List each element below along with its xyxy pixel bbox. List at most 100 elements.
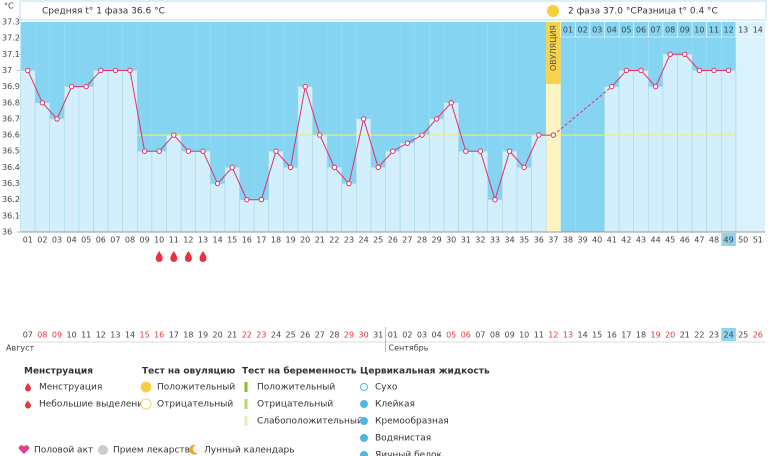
cycle-day-label: 29 — [432, 236, 442, 245]
temperature-point — [433, 116, 440, 122]
bar — [618, 70, 634, 233]
temperature-point — [273, 148, 279, 154]
ovulation-column-top — [546, 22, 561, 84]
unit: °C — [4, 2, 14, 11]
temperature-point — [725, 67, 732, 74]
bar — [151, 150, 167, 233]
phase2-day-label: 02 — [578, 26, 588, 35]
date-label: 23 — [256, 331, 266, 340]
date-label: 09 — [505, 331, 515, 340]
temperature-point — [492, 196, 498, 203]
cycle-day-label: 33 — [490, 236, 500, 245]
legend-icon — [140, 398, 152, 410]
cycle-day-label: 01 — [23, 236, 33, 245]
cycle-day-label: 09 — [140, 236, 150, 245]
temperature-point — [346, 180, 352, 187]
bar — [487, 199, 503, 233]
bar — [720, 70, 737, 233]
date-label: 15 — [592, 331, 602, 340]
date-label: 10 — [519, 331, 529, 340]
legend-icon — [98, 445, 108, 455]
bar — [64, 86, 80, 233]
cycle-day-label: 08 — [125, 236, 135, 245]
cycle-day-label: 40 — [592, 236, 602, 245]
temperature-point — [68, 83, 75, 90]
cycle-day-label: 38 — [563, 236, 573, 245]
date-label: 29 — [344, 331, 354, 340]
y-tick-label: 37 — [2, 66, 12, 75]
legend-item: Отрицательный — [157, 400, 233, 410]
cycle-day-label: 20 — [300, 236, 310, 245]
phase2-day-label: 03 — [592, 26, 602, 35]
cycle-day-label: 03 — [52, 236, 62, 245]
legend-item: Водянистая — [375, 434, 431, 444]
y-tick-label: 37.2 — [2, 34, 20, 43]
temperature-point — [54, 116, 60, 122]
date-label: 24 — [724, 331, 734, 340]
date-label: 13 — [563, 331, 573, 340]
legend-icon — [18, 445, 30, 454]
bar — [443, 102, 459, 233]
temperature-point — [711, 67, 717, 74]
cycle-day-label: 24 — [359, 236, 369, 245]
temperature-point — [39, 100, 46, 106]
cycle-day-label: 36 — [534, 236, 544, 245]
date-label: 11 — [534, 331, 544, 340]
header-bar — [19, 0, 767, 21]
bar — [239, 199, 255, 233]
date-label: 08 — [37, 331, 47, 340]
legend-item: Положительный — [257, 383, 335, 393]
date-label: 11 — [81, 331, 91, 340]
temperature-point — [317, 132, 323, 138]
cycle-day-label: 14 — [213, 236, 223, 245]
phase2-day-label: 14 — [753, 26, 763, 35]
date-label: 06 — [461, 331, 471, 340]
date-label: 31 — [373, 331, 383, 340]
temperature-point — [156, 148, 162, 154]
phase2-day-label: 01 — [563, 26, 573, 35]
ovulation-icon — [547, 5, 559, 17]
today-day-highlight — [721, 233, 736, 246]
date-label: 20 — [665, 331, 675, 340]
bar — [268, 150, 284, 233]
date-label: 12 — [548, 331, 558, 340]
legend-item: Клейкая — [375, 400, 415, 410]
bar — [706, 70, 722, 233]
bar — [122, 70, 138, 233]
cycle-day-label: 28 — [417, 236, 427, 245]
date-label: 14 — [125, 331, 135, 340]
temperature-point — [171, 132, 177, 138]
legend-icon — [244, 399, 248, 409]
cycle-day-label: 10 — [154, 236, 164, 245]
legend-item: Небольшие выделения — [39, 400, 149, 410]
y-tick-label: 36.4 — [2, 163, 20, 172]
legend-icon — [244, 416, 248, 426]
y-tick-label: 37.1 — [2, 50, 20, 59]
phase2-day-label: 06 — [636, 26, 646, 35]
bar — [472, 150, 489, 233]
bar — [647, 86, 664, 233]
cycle-day-label: 06 — [96, 236, 106, 245]
cycle-day-label: 22 — [329, 236, 339, 245]
date-label: 10 — [67, 331, 77, 340]
cycle-day-label: 51 — [753, 236, 763, 245]
temperature-point — [25, 67, 31, 74]
legend-item: Положительный — [157, 383, 235, 393]
bar — [253, 199, 270, 233]
column-background — [589, 22, 605, 232]
temperature-point — [696, 67, 703, 74]
temperature-point — [667, 51, 673, 58]
temperature-point — [623, 67, 630, 74]
cycle-day-label: 47 — [694, 236, 704, 245]
cycle-day-label: 34 — [505, 236, 515, 245]
bar — [49, 118, 65, 233]
column-background — [575, 22, 590, 232]
bar — [93, 70, 109, 233]
phase2-day-label: 07 — [651, 26, 661, 35]
temperature-point — [375, 164, 381, 171]
bar — [224, 167, 240, 233]
bar — [297, 86, 313, 233]
legend-extra: Прием лекарств — [113, 446, 190, 456]
y-tick-label: 36.5 — [2, 147, 20, 156]
legend-icon — [360, 451, 368, 456]
